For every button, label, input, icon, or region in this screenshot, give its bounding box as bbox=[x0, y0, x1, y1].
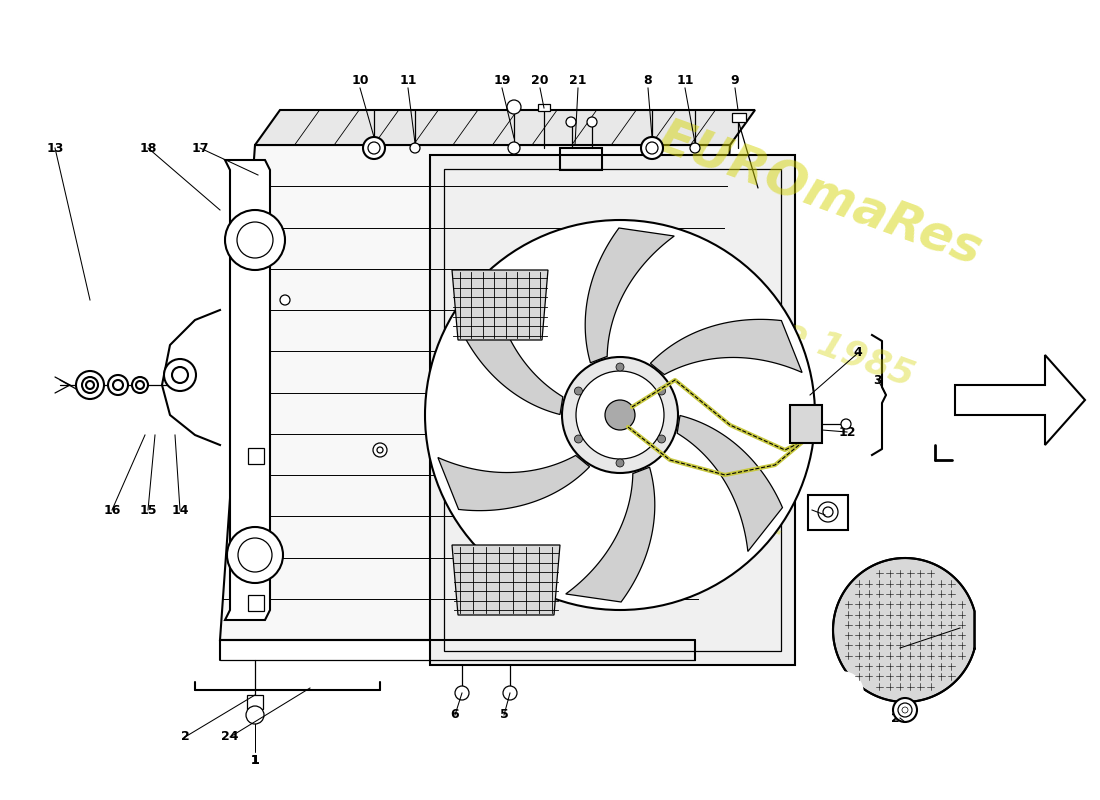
Text: 24: 24 bbox=[221, 730, 239, 743]
Circle shape bbox=[425, 220, 815, 610]
Circle shape bbox=[658, 387, 666, 395]
Text: 2: 2 bbox=[180, 730, 189, 743]
Circle shape bbox=[658, 435, 666, 443]
Text: 13: 13 bbox=[46, 142, 64, 154]
Circle shape bbox=[227, 527, 283, 583]
Circle shape bbox=[616, 459, 624, 467]
Bar bbox=[248, 448, 264, 464]
Text: 5: 5 bbox=[499, 709, 508, 722]
Circle shape bbox=[410, 143, 420, 153]
Text: 10: 10 bbox=[351, 74, 369, 86]
Circle shape bbox=[164, 359, 196, 391]
Text: 7: 7 bbox=[821, 509, 829, 522]
Polygon shape bbox=[833, 558, 975, 702]
Circle shape bbox=[280, 295, 290, 305]
Circle shape bbox=[455, 686, 469, 700]
Text: 12: 12 bbox=[838, 426, 856, 438]
Bar bbox=[808, 495, 848, 530]
Text: 23: 23 bbox=[891, 711, 909, 725]
Text: EUROmaRes: EUROmaRes bbox=[651, 114, 989, 276]
Polygon shape bbox=[452, 545, 560, 615]
Text: 19: 19 bbox=[493, 74, 510, 86]
Circle shape bbox=[238, 538, 272, 572]
Text: 11: 11 bbox=[676, 74, 694, 86]
Circle shape bbox=[226, 210, 285, 270]
Circle shape bbox=[373, 443, 387, 457]
Text: 22: 22 bbox=[891, 642, 909, 654]
Text: since 1985: since 1985 bbox=[702, 286, 918, 394]
Text: 16: 16 bbox=[103, 503, 121, 517]
Circle shape bbox=[616, 363, 624, 371]
Circle shape bbox=[246, 706, 264, 724]
Polygon shape bbox=[220, 145, 730, 640]
Circle shape bbox=[641, 137, 663, 159]
Text: 8: 8 bbox=[644, 74, 652, 86]
Polygon shape bbox=[678, 415, 782, 551]
Text: 1: 1 bbox=[251, 754, 260, 766]
Circle shape bbox=[108, 375, 128, 395]
Text: 14: 14 bbox=[172, 503, 189, 517]
Circle shape bbox=[562, 357, 678, 473]
Circle shape bbox=[236, 222, 273, 258]
Polygon shape bbox=[255, 110, 755, 145]
Polygon shape bbox=[565, 467, 654, 602]
Text: 17: 17 bbox=[191, 142, 209, 154]
Polygon shape bbox=[458, 278, 563, 414]
Circle shape bbox=[507, 100, 521, 114]
Circle shape bbox=[508, 142, 520, 154]
Bar bbox=[444, 169, 781, 651]
Text: 4: 4 bbox=[854, 346, 862, 359]
Circle shape bbox=[76, 371, 104, 399]
Polygon shape bbox=[955, 355, 1085, 445]
Text: 6: 6 bbox=[451, 709, 460, 722]
Circle shape bbox=[587, 117, 597, 127]
Circle shape bbox=[690, 143, 700, 153]
Bar bbox=[790, 405, 822, 443]
Circle shape bbox=[574, 387, 582, 395]
Text: 18: 18 bbox=[140, 142, 156, 154]
Circle shape bbox=[576, 371, 664, 459]
Polygon shape bbox=[452, 270, 548, 340]
Circle shape bbox=[363, 137, 385, 159]
Circle shape bbox=[574, 435, 582, 443]
Polygon shape bbox=[585, 228, 674, 362]
Circle shape bbox=[82, 377, 98, 393]
Text: a passion for: a passion for bbox=[559, 467, 781, 553]
Bar bbox=[732, 113, 746, 122]
Text: 1: 1 bbox=[251, 754, 260, 766]
Bar bbox=[538, 104, 550, 111]
Polygon shape bbox=[226, 160, 270, 620]
Text: 3: 3 bbox=[873, 374, 882, 386]
Bar bbox=[560, 148, 602, 170]
Polygon shape bbox=[438, 455, 590, 510]
Bar bbox=[430, 155, 795, 665]
Circle shape bbox=[132, 377, 148, 393]
Circle shape bbox=[818, 502, 838, 522]
Circle shape bbox=[605, 400, 635, 430]
Text: 21: 21 bbox=[570, 74, 586, 86]
Bar bbox=[248, 595, 264, 611]
Circle shape bbox=[823, 672, 864, 712]
Text: 11: 11 bbox=[399, 74, 417, 86]
Text: 9: 9 bbox=[730, 74, 739, 86]
Circle shape bbox=[842, 419, 851, 429]
Circle shape bbox=[893, 698, 917, 722]
Text: 15: 15 bbox=[140, 503, 156, 517]
Polygon shape bbox=[650, 319, 802, 374]
Circle shape bbox=[566, 117, 576, 127]
Text: 20: 20 bbox=[531, 74, 549, 86]
Circle shape bbox=[503, 686, 517, 700]
Text: 1: 1 bbox=[251, 754, 260, 766]
Bar bbox=[248, 695, 263, 709]
